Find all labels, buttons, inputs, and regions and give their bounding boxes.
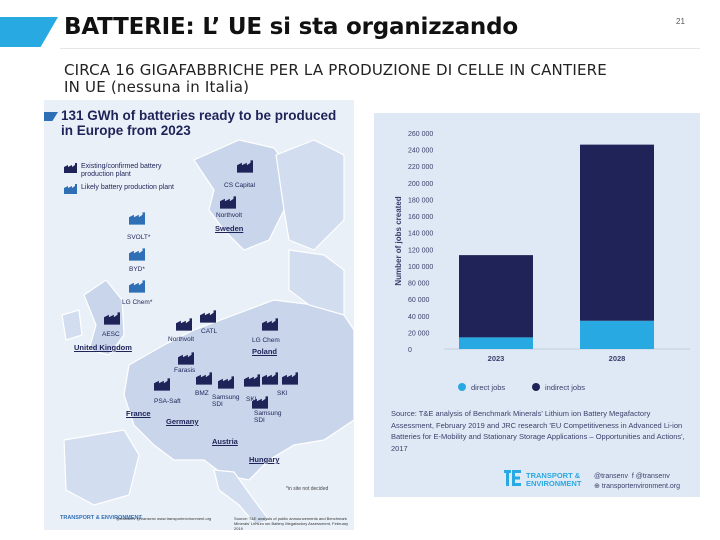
country-label: Austria xyxy=(212,437,238,446)
plant-label: Samsung SDI xyxy=(254,410,282,424)
country-label: Hungary xyxy=(249,455,280,464)
factory-icon xyxy=(218,376,234,389)
plant-label: SKI xyxy=(246,396,257,403)
facebook-icon: f xyxy=(631,473,634,480)
plant-label: Northvolt xyxy=(216,212,243,219)
twitter-handle: @transenv xyxy=(594,473,628,480)
title-divider xyxy=(60,48,700,49)
factory-icon xyxy=(282,372,298,385)
y-tick-label: 220 000 xyxy=(408,164,433,171)
map-heading: 131 GWh of batteries ready to be produce… xyxy=(61,108,337,138)
plant-label: Northvolt xyxy=(168,336,195,343)
factory-icon xyxy=(178,352,194,365)
factory-icon xyxy=(176,318,192,331)
country-label: France xyxy=(126,409,151,418)
y-tick-label: 20 000 xyxy=(408,330,430,337)
plant-label: BMZ xyxy=(195,390,209,397)
web-icon: ⊕ xyxy=(594,483,600,490)
bar-direct-jobs xyxy=(459,337,533,349)
bar-direct-jobs xyxy=(580,320,654,349)
te-logo-text: TRANSPORT & ENVIRONMENT xyxy=(526,472,581,488)
plant-label: LG Chem xyxy=(252,337,280,344)
te-logo-line2: ENVIRONMENT xyxy=(526,479,582,488)
y-tick-label: 240 000 xyxy=(408,148,433,155)
factory-icon xyxy=(104,312,120,325)
y-tick-label: 0 xyxy=(408,347,412,354)
legend-likely-label: Likely battery production plant xyxy=(81,184,174,191)
slide-title: BATTERIE: L’ UE si sta organizzando xyxy=(64,14,518,40)
plant-label: SKI xyxy=(277,390,288,397)
footer-social: @transenv f @transenv ⊕ transportenviron… xyxy=(594,472,680,492)
factory-icon xyxy=(196,372,212,385)
plant-label: CS Capital xyxy=(224,182,256,189)
heading-accent-shape xyxy=(44,112,58,121)
plant-label: AESC xyxy=(102,331,120,338)
map-footer-social: @transenv @transenv www.transportenviron… xyxy=(116,516,212,521)
bar-indirect-jobs xyxy=(459,255,533,338)
y-tick-label: 100 000 xyxy=(408,264,433,271)
title-accent-shape xyxy=(0,17,58,47)
legend-label: indirect jobs xyxy=(545,383,585,392)
factory-icon xyxy=(220,196,236,209)
y-tick-label: 180 000 xyxy=(408,197,433,204)
europe-map-graphic xyxy=(61,139,354,526)
map-footer-source: Source: T&E analysis of public announcem… xyxy=(234,516,349,530)
map-footnote: *in site not decided xyxy=(286,486,329,492)
factory-icon xyxy=(129,212,145,225)
y-tick-label: 40 000 xyxy=(408,314,430,321)
chart-source-note: Source: T&E analysis of Benchmark Minera… xyxy=(391,409,685,453)
legend-swatch xyxy=(532,383,540,391)
plant-label: BYD* xyxy=(129,266,145,273)
plant-label: CATL xyxy=(201,328,218,335)
y-tick-label: 120 000 xyxy=(408,247,433,254)
factory-icon xyxy=(244,374,260,387)
legend-confirmed-label: Existing/confirmed battery production pl… xyxy=(81,163,162,178)
legend-swatch xyxy=(458,383,466,391)
y-tick-label: 140 000 xyxy=(408,231,433,238)
y-axis-label: Number of jobs created xyxy=(394,196,403,285)
slide-subtitle: CIRCA 16 GIGAFABBRICHE PER LA PRODUZIONE… xyxy=(64,61,607,96)
facebook-handle: @transenv xyxy=(635,473,670,480)
factory-icon xyxy=(64,163,77,173)
jobs-chart-panel: 0 20 000 40 000 60 000 80 000 100 000 120 000 1… xyxy=(374,113,700,497)
bar-indirect-jobs xyxy=(580,144,654,321)
country-label: Poland xyxy=(252,347,278,356)
plant-label: Farasis xyxy=(174,367,196,374)
country-label: Germany xyxy=(166,417,199,426)
map-footer-logo: TRANSPORT & ENVIRONMENT xyxy=(60,515,142,521)
x-tick-label: 2023 xyxy=(488,354,505,363)
plant-label: Samsung SDI xyxy=(212,394,240,408)
y-tick-label: 260 000 xyxy=(408,131,433,138)
y-tick-label: 160 000 xyxy=(408,214,433,221)
plant-label: LG Chem* xyxy=(122,299,153,306)
x-tick-label: 2028 xyxy=(609,354,626,363)
factory-icon xyxy=(129,248,145,261)
factory-icon xyxy=(200,310,216,323)
y-tick-label: 60 000 xyxy=(408,297,430,304)
country-label: Sweden xyxy=(215,224,244,233)
map-footer: TRANSPORT & ENVIRONMENT @transenv @trans… xyxy=(44,510,354,530)
te-logo-line1: TRANSPORT & xyxy=(526,471,581,480)
plant-label: SVOLT* xyxy=(127,234,151,241)
y-tick-label: 80 000 xyxy=(408,281,430,288)
factory-icon xyxy=(64,184,77,194)
country-label: United Kingdom xyxy=(74,343,132,352)
legend-label: direct jobs xyxy=(471,383,505,392)
factory-icon xyxy=(262,318,278,331)
factory-icon xyxy=(154,378,170,391)
website-link[interactable]: transportenvironment.org xyxy=(601,483,681,490)
factory-icon xyxy=(129,280,145,293)
te-logo-icon xyxy=(504,470,521,486)
europe-battery-map: 131 GWh of batteries ready to be produce… xyxy=(44,100,354,530)
plant-label: PSA-Saft xyxy=(154,398,181,405)
y-tick-label: 200 000 xyxy=(408,181,433,188)
factory-icon xyxy=(237,160,253,173)
factory-icon xyxy=(252,396,268,409)
jobs-bar-chart: 0 20 000 40 000 60 000 80 000 100 000 120 000 1… xyxy=(394,131,690,392)
factory-icon xyxy=(262,372,278,385)
slide-number: 21 xyxy=(676,17,685,26)
